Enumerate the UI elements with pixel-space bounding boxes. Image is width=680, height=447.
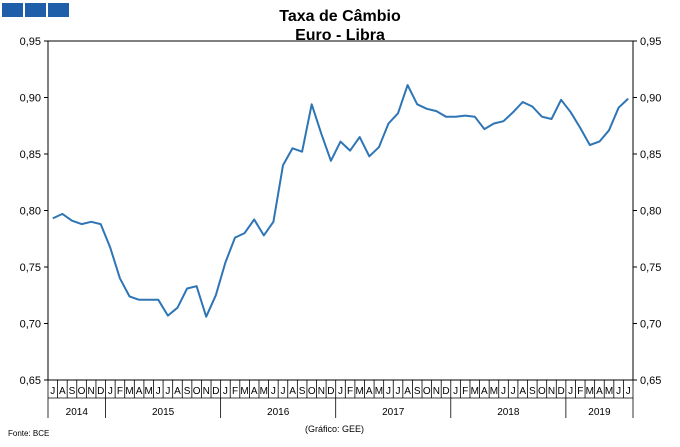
month-label: J [396,386,401,397]
month-label: A [596,386,603,397]
month-label: M [240,386,248,397]
month-label: M [471,386,479,397]
y-tick-label-right: 0,80 [640,206,661,218]
month-label: M [490,386,498,397]
month-label: J [616,386,621,397]
month-label: A [404,386,411,397]
month-label: S [184,386,191,397]
y-tick-label-right: 0,65 [640,375,661,387]
month-label: M [356,386,364,397]
month-label: N [318,386,325,397]
month-label: A [59,386,66,397]
month-label: M [260,386,268,397]
logo-square [2,3,23,17]
month-label: M [586,386,594,397]
year-label: 2014 [66,407,89,418]
credit-note: (Gráfico: GEE) [305,424,365,434]
y-tick-label-right: 0,70 [640,319,661,331]
month-label: M [605,386,613,397]
y-tick-label-left: 0,70 [20,319,41,331]
month-label: O [78,386,86,397]
month-label: F [577,386,583,397]
month-label: J [626,386,631,397]
y-tick-label-left: 0,65 [20,375,41,387]
month-label: J [156,386,161,397]
month-label: J [568,386,573,397]
month-label: D [212,386,219,397]
plot-frame [47,40,634,381]
chart-subtitle: Euro - Libra [295,27,385,44]
month-label: J [271,386,276,397]
month-label: M [125,386,133,397]
year-label: 2016 [267,407,290,418]
month-label: M [375,386,383,397]
month-label: A [366,386,373,397]
month-label: A [174,386,181,397]
month-label: F [347,386,353,397]
y-tick-label-left: 0,85 [20,149,41,161]
month-label: S [414,386,421,397]
month-label: J [501,386,506,397]
y-tick-label-left: 0,75 [20,262,41,274]
month-label: J [165,386,170,397]
y-tick-label-right: 0,75 [640,262,661,274]
month-label: S [69,386,76,397]
bce-logo [2,3,69,17]
year-label: 2019 [588,407,611,418]
month-label: O [423,386,431,397]
month-label: F [462,386,468,397]
month-label: O [193,386,201,397]
y-tick-label-right: 0,85 [640,149,661,161]
month-label: J [386,386,391,397]
y-tick-label-left: 0,95 [20,36,41,48]
month-label: J [108,386,113,397]
year-label: 2017 [382,407,405,418]
y-tick-label-right: 0,95 [640,36,661,48]
y-tick-label-right: 0,90 [640,93,661,105]
month-label: N [433,386,440,397]
month-label: S [529,386,536,397]
month-label: D [557,386,564,397]
logo-square [25,3,46,17]
month-label: S [299,386,306,397]
month-label: N [88,386,95,397]
month-label: M [145,386,153,397]
month-label: A [519,386,526,397]
month-label: A [136,386,143,397]
year-label: 2015 [152,407,175,418]
y-tick-label-left: 0,90 [20,93,41,105]
year-label: 2018 [497,407,520,418]
month-label: A [251,386,258,397]
month-label: D [442,386,449,397]
month-label: D [97,386,104,397]
y-tick-label-left: 0,80 [20,206,41,218]
chart-title: Taxa de Câmbio [279,8,401,25]
month-label: F [117,386,123,397]
month-label: J [50,386,55,397]
month-label: J [223,386,228,397]
month-label: O [538,386,546,397]
month-label: J [280,386,285,397]
month-label: A [481,386,488,397]
source-note: Fonte: BCE [8,429,50,438]
month-label: D [327,386,334,397]
month-label: N [203,386,210,397]
month-label: J [511,386,516,397]
month-label: J [338,386,343,397]
logo-square [48,3,69,17]
month-label: J [453,386,458,397]
month-label: N [548,386,555,397]
month-label: O [308,386,316,397]
month-label: F [232,386,238,397]
chart-title-block: Taxa de Câmbio Euro - Libra [0,7,680,45]
eur-gbp-series-line [52,84,629,318]
month-label: A [289,386,296,397]
